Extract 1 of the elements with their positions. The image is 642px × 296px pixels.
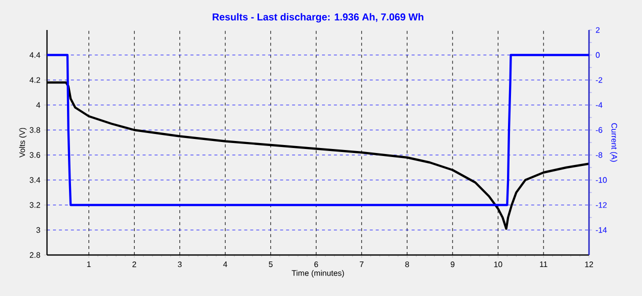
chart-title: Results - Last discharge: 1.936 Ah, 7.069 Wh [212,13,424,22]
